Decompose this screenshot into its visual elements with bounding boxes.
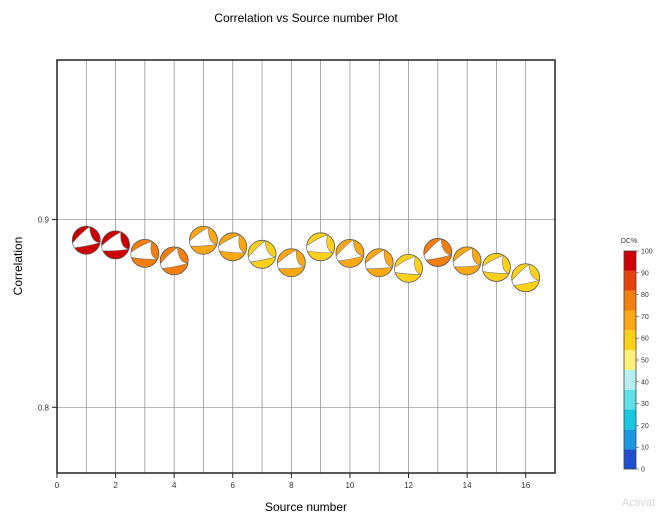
- data-point: [101, 230, 130, 260]
- y-axis-label: Correlation: [11, 237, 25, 296]
- colorbar-tick-label: 20: [641, 423, 649, 430]
- data-point: [71, 225, 101, 255]
- colorbar-swatch: [624, 409, 636, 430]
- colorbar-tick-label: 100: [641, 249, 653, 256]
- colorbar-tick-label: 30: [641, 401, 649, 408]
- colorbar-swatch: [624, 270, 636, 291]
- activation-watermark: Activat: [622, 497, 656, 509]
- x-tick-label: 10: [345, 481, 354, 490]
- colorbar-tick-label: 60: [641, 336, 649, 343]
- x-tick-label: 8: [289, 481, 294, 490]
- colorbar-swatch: [624, 389, 636, 410]
- x-tick-label: 14: [463, 481, 472, 490]
- x-axis-label: Source number: [265, 500, 347, 514]
- colorbar-tick-label: 40: [641, 379, 649, 386]
- y-tick-label: 0.8: [38, 403, 50, 412]
- data-point: [189, 225, 218, 255]
- data-point: [159, 246, 189, 276]
- data-point: [452, 246, 482, 276]
- colorbar-swatch: [624, 310, 636, 331]
- colorbar-swatch: [624, 449, 636, 469]
- x-tick-label: 6: [231, 481, 236, 490]
- data-point: [218, 232, 248, 262]
- data-point: [394, 253, 423, 283]
- colorbar-label: DC%: [621, 238, 637, 245]
- colorbar: DC% 0 10 20 30 40 50 60 70 80 90 100: [621, 238, 653, 474]
- colorbar-tick-label: 70: [641, 314, 649, 321]
- x-tick-label: 2: [113, 481, 118, 490]
- x-tick-label: 12: [404, 481, 413, 490]
- x-axis-ticks: 0 2 4 6 8 10 12 14 16: [55, 473, 531, 490]
- colorbar-swatch: [624, 350, 636, 370]
- colorbar-tick-label: 80: [641, 292, 649, 299]
- x-tick-label: 4: [172, 481, 177, 490]
- data-point: [247, 239, 277, 269]
- chart-title: Correlation vs Source number Plot: [214, 11, 398, 25]
- y-tick-label: 0.9: [38, 216, 50, 225]
- plot-frame: [56, 59, 556, 474]
- data-point: [423, 238, 453, 267]
- colorbar-swatch: [624, 429, 636, 450]
- data-points: [71, 225, 541, 293]
- data-point: [306, 232, 336, 262]
- colorbar-swatch: [624, 369, 636, 390]
- colorbar-tick-label: 10: [641, 445, 649, 452]
- data-point: [481, 253, 511, 282]
- x-tick-label: 0: [55, 481, 60, 490]
- colorbar-tick-label: 50: [641, 358, 649, 365]
- colorbar-swatch: [624, 330, 636, 351]
- colorbar-swatch: [624, 290, 636, 311]
- colorbar-tick-label: 90: [641, 270, 649, 277]
- data-point: [130, 238, 160, 268]
- data-point: [335, 238, 365, 268]
- colorbar-tick-label: 0: [641, 467, 645, 474]
- data-point: [511, 263, 541, 293]
- data-point: [276, 248, 306, 278]
- y-axis-ticks: 0.8 0.9: [38, 216, 57, 412]
- colorbar-swatch: [624, 251, 636, 271]
- data-point: [364, 248, 394, 278]
- x-tick-label: 16: [521, 481, 530, 490]
